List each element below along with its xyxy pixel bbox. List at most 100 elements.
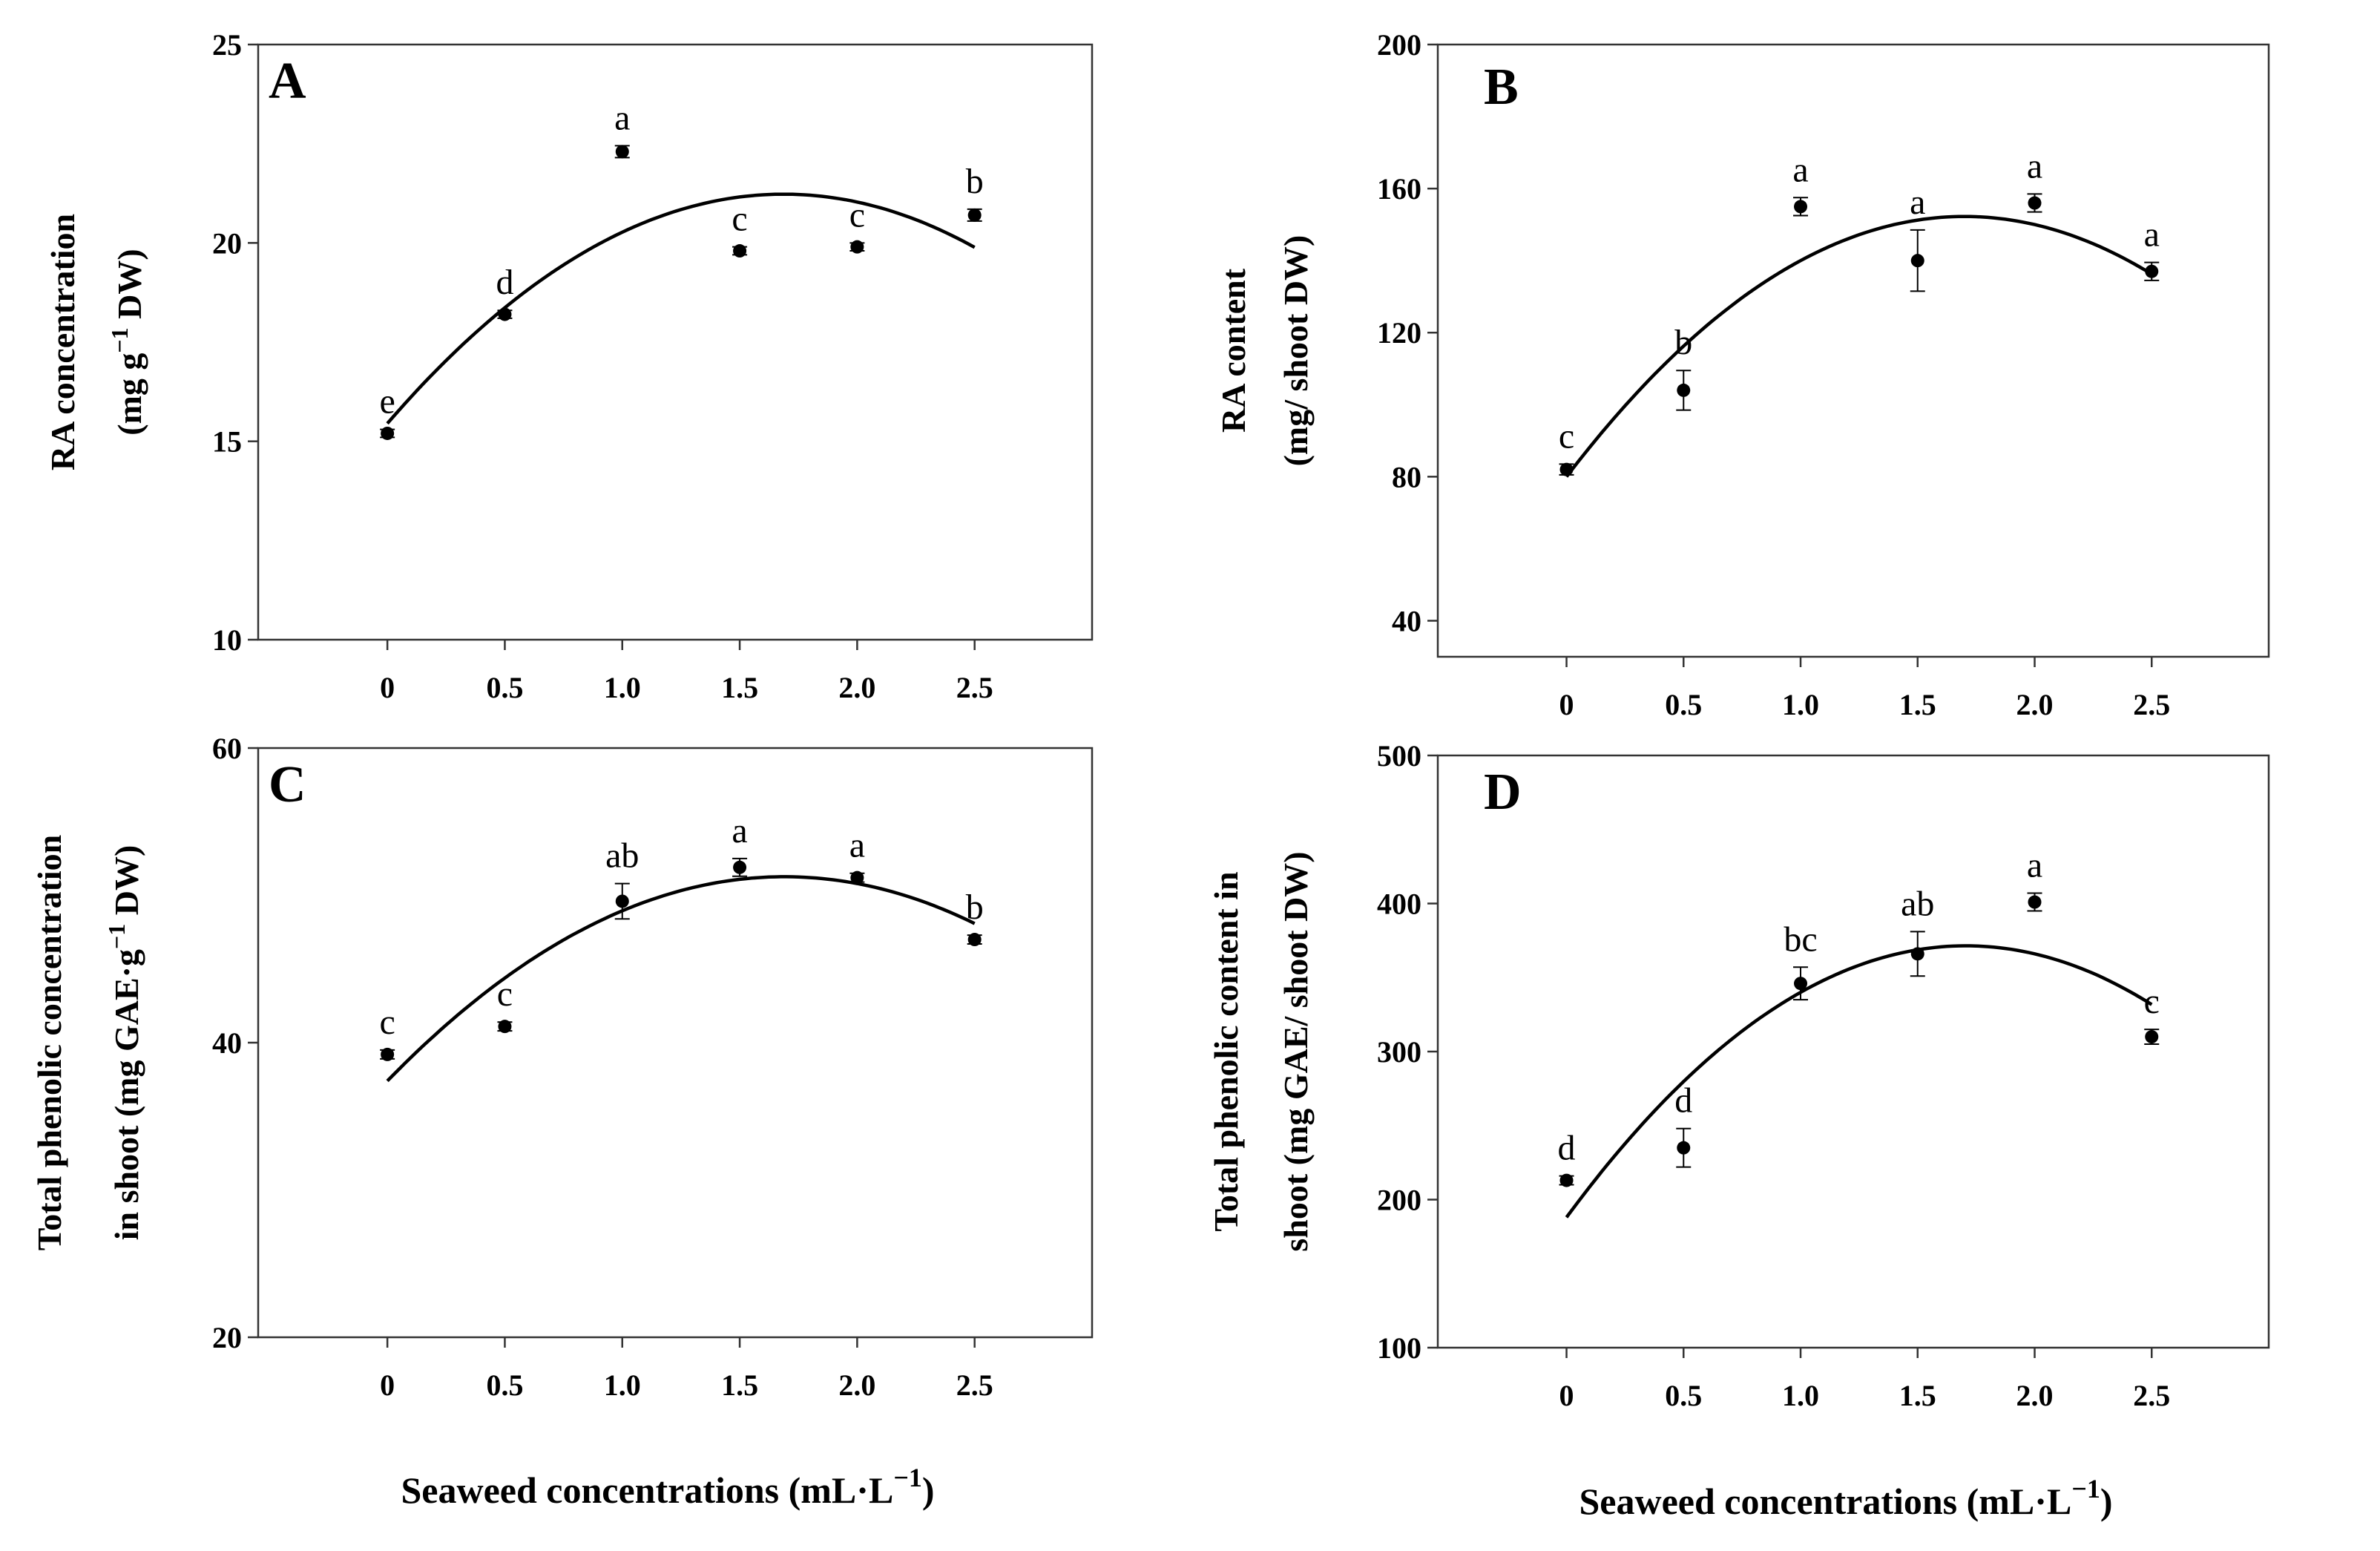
panel-b-x-tick-label: 0 [1559, 688, 1574, 721]
panel-a: A RA concentration (mg g−1 DW) 10 15 20 25 0… [44, 28, 1094, 704]
panel-c-x-axis-label: Seaweed concentrations (mL·L−1) [401, 1463, 934, 1511]
panel-c-x-tick-label: 1.5 [721, 1368, 758, 1402]
panel-b-significance-letter: a [1910, 183, 1925, 222]
panel-c-frame [257, 747, 1094, 1339]
panel-b-significance-letter: c [1559, 416, 1574, 456]
panel-a-x-tick-label: 0.5 [486, 671, 523, 704]
panel-b-significance-letter: a [2027, 146, 2042, 186]
panel-d-significance-letter: ab [1901, 884, 1934, 923]
panel-c-significance-letter: c [379, 1003, 395, 1042]
panel-a-y-axis-label-line2: (mg g−1 DW) [106, 249, 148, 435]
panel-a-data-point [967, 208, 982, 222]
panel-d-significance-letter: d [1558, 1129, 1576, 1168]
panel-d-y-tick-label: 300 [1377, 1035, 1421, 1069]
panel-a-data-point [498, 307, 512, 321]
panel-c-significance-letter: a [849, 826, 865, 865]
panel-a-significance-letter: c [849, 195, 865, 235]
panel-d-label: D [1484, 764, 1522, 821]
panel-a-significance-letter: e [379, 382, 395, 422]
panel-c-data-point [967, 933, 982, 947]
panel-c-y-tick-label: 20 [212, 1321, 242, 1354]
panel-c-y-tick-label: 40 [212, 1026, 242, 1060]
panel-b-x-tick-label: 1.0 [1782, 688, 1819, 721]
panel-c-x-tick-label: 1.0 [604, 1368, 641, 1402]
panel-c-x-tick-label: 2.5 [956, 1368, 993, 1402]
panel-c-y-axis-label-line2: in shoot (mg GAE·g−1 DW) [103, 845, 145, 1241]
panel-d-significance-letter: c [2144, 982, 2160, 1021]
panel-a-data-point [381, 426, 395, 440]
panel-b-y-tick-label: 40 [1392, 604, 1421, 637]
panel-c-x-tick-label: 2.0 [838, 1368, 875, 1402]
panel-d-y-axis-label-line2: shoot (mg GAE/ shoot DW) [1277, 851, 1315, 1251]
panel-b-data-point [1559, 462, 1574, 476]
panel-d-significance-letter: d [1674, 1081, 1692, 1121]
panel-a-significance-letter: a [614, 98, 630, 137]
panel-d-data-point [2145, 1030, 2159, 1044]
panel-d-x-tick-label: 1.5 [1899, 1379, 1936, 1412]
panel-a-significance-letter: c [732, 200, 747, 239]
panel-d-significance-letter: a [2027, 846, 2042, 885]
panel-a-y-tick-label: 25 [212, 28, 242, 62]
panel-d-y-tick-label: 400 [1377, 888, 1421, 921]
panel-a-x-tick-label: 0 [380, 671, 395, 704]
panel-c-data-point [498, 1020, 512, 1034]
panel-c-x-tick-label: 0 [380, 1368, 395, 1402]
panel-a-frame [257, 43, 1094, 641]
panel-d-data-point [2028, 895, 2042, 909]
panel-d-fit-curve [1565, 944, 2153, 1219]
panel-c-x-tick-label: 0.5 [486, 1368, 523, 1402]
panel-b-data-point [1794, 200, 1808, 214]
panel-b-significance-letter: a [2144, 215, 2160, 255]
panel-d-x-tick-label: 2.0 [2016, 1379, 2054, 1412]
panel-b-significance-letter: a [1792, 150, 1808, 189]
panel-c-y-tick-label: 60 [212, 732, 242, 765]
panel-b-data-point [2145, 264, 2159, 278]
panel-c-significance-letter: c [497, 974, 513, 1014]
panel-b-x-tick-label: 2.0 [2016, 688, 2054, 721]
panel-d-frame [1436, 754, 2270, 1349]
panel-d-data-point [1794, 977, 1808, 991]
panel-d-y-tick-label: 500 [1377, 739, 1421, 773]
panel-d: D Total phenolic content in shoot (mg GA… [1207, 739, 2270, 1522]
panel-a-significance-letter: d [496, 263, 513, 302]
panel-c-significance-letter: a [732, 811, 747, 850]
panel-b-x-tick-label: 1.5 [1899, 688, 1936, 721]
panel-a-x-tick-label: 1.5 [721, 671, 758, 704]
panel-a-data-point [733, 244, 747, 258]
panel-d-significance-letter: bc [1784, 919, 1817, 959]
panel-b-frame [1436, 43, 2270, 658]
panel-a-x-tick-label: 2.0 [838, 671, 875, 704]
panel-b-y-tick-label: 80 [1392, 460, 1421, 494]
panel-b-y-axis-label-line2: (mg/ shoot DW) [1277, 235, 1315, 467]
panel-b: B RA content (mg/ shoot DW) 40 80 120 160 20… [1214, 28, 2270, 721]
panel-d-data-point [1559, 1173, 1574, 1187]
panel-c: C Total phenolic concentration in shoot … [30, 732, 1094, 1511]
panel-a-y-axis-label-line1: RA concentration [44, 214, 82, 470]
panel-b-data-point [2028, 196, 2042, 210]
panel-a-x-tick-label: 1.0 [604, 671, 641, 704]
panel-d-y-axis-label-line1: Total phenolic content in [1207, 871, 1245, 1231]
panel-a-significance-letter: b [966, 162, 984, 201]
panel-b-x-tick-label: 2.5 [2133, 688, 2170, 721]
panel-a-y-tick-label: 20 [212, 226, 242, 260]
panel-b-y-tick-label: 120 [1377, 316, 1421, 350]
panel-a-data-point [615, 145, 629, 159]
panel-c-significance-letter: ab [605, 836, 639, 876]
panel-b-y-axis-label-line1: RA content [1214, 268, 1252, 433]
panel-d-data-point [1910, 947, 1924, 961]
panel-a-fit-curve [386, 192, 976, 425]
panel-b-y-tick-label: 160 [1377, 172, 1421, 206]
panel-d-y-tick-label: 100 [1377, 1331, 1421, 1365]
panel-d-x-tick-label: 0.5 [1665, 1379, 1702, 1412]
panel-d-x-tick-label: 1.0 [1782, 1379, 1819, 1412]
panel-a-label: A [269, 53, 306, 110]
panel-c-significance-letter: b [966, 888, 984, 927]
panel-b-fit-curve [1565, 214, 2153, 478]
panel-c-y-axis-label-line1: Total phenolic concentration [30, 835, 68, 1251]
panel-c-data-point [733, 860, 747, 874]
panel-b-x-tick-label: 0.5 [1665, 688, 1702, 721]
panel-a-y-tick-label: 15 [212, 425, 242, 459]
panel-d-x-tick-label: 2.5 [2133, 1379, 2170, 1412]
panel-d-x-tick-label: 0 [1559, 1379, 1574, 1412]
